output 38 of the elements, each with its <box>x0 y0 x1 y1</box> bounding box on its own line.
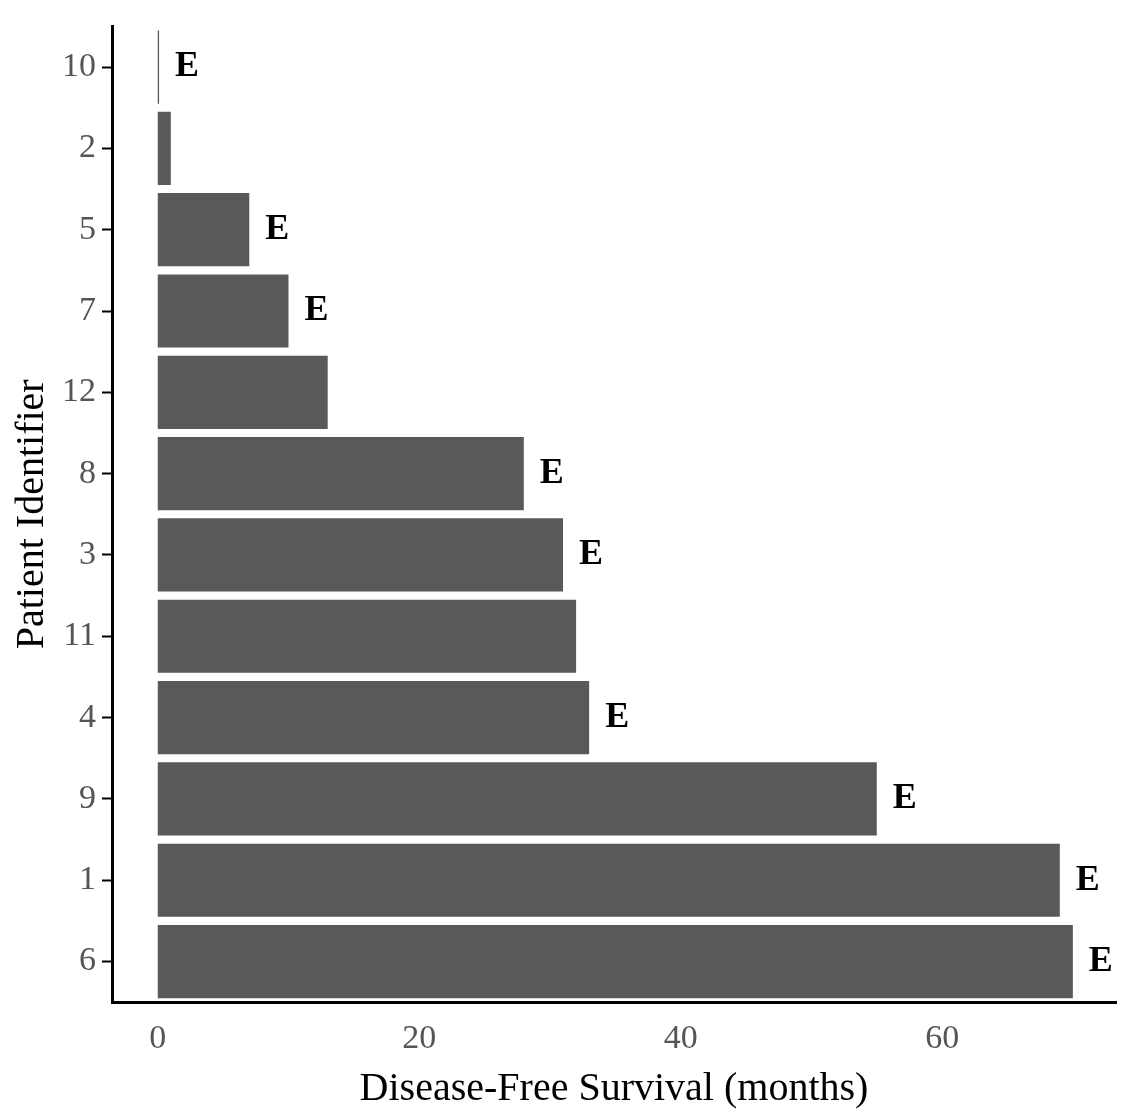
y-tick-label: 2 <box>79 127 96 165</box>
x-tick-label: 20 <box>402 1017 437 1055</box>
y-tick-label: 10 <box>62 45 96 83</box>
x-axis-title: Disease-Free Survival (months) <box>359 1063 869 1109</box>
x-tick-label: 0 <box>149 1017 167 1055</box>
y-tick-label: 6 <box>79 940 96 978</box>
x-tick-label: 60 <box>925 1017 960 1055</box>
bar <box>157 274 289 348</box>
y-tick-label: 11 <box>63 615 96 653</box>
bar <box>157 111 171 185</box>
bar <box>157 762 877 836</box>
y-tick-label: 7 <box>79 289 96 327</box>
bar <box>157 437 524 511</box>
bar <box>157 193 250 267</box>
y-tick-label: 1 <box>79 859 96 897</box>
bar <box>157 843 1060 917</box>
bar <box>157 355 328 429</box>
data-label: E <box>539 450 564 491</box>
y-tick-label: 9 <box>79 777 96 815</box>
data-label: E <box>265 206 290 247</box>
x-tick-label: 40 <box>663 1017 698 1055</box>
data-label: E <box>304 288 329 329</box>
y-tick-label: 5 <box>79 208 96 246</box>
y-tick-label: 3 <box>79 533 96 571</box>
y-tick-label: 8 <box>79 452 96 490</box>
data-label: E <box>1075 857 1100 898</box>
data-label: E <box>1088 938 1113 979</box>
bar <box>157 681 590 755</box>
y-axis-title: Patient Identifier <box>6 379 52 650</box>
bar <box>157 924 1073 999</box>
y-tick-label: 12 <box>62 371 96 409</box>
bar <box>157 599 577 673</box>
data-label: E <box>605 694 630 735</box>
data-label: E <box>892 776 917 817</box>
data-label: E <box>579 532 604 573</box>
bar <box>157 518 564 592</box>
data-label: E <box>175 44 200 85</box>
y-tick-label: 4 <box>79 696 96 734</box>
